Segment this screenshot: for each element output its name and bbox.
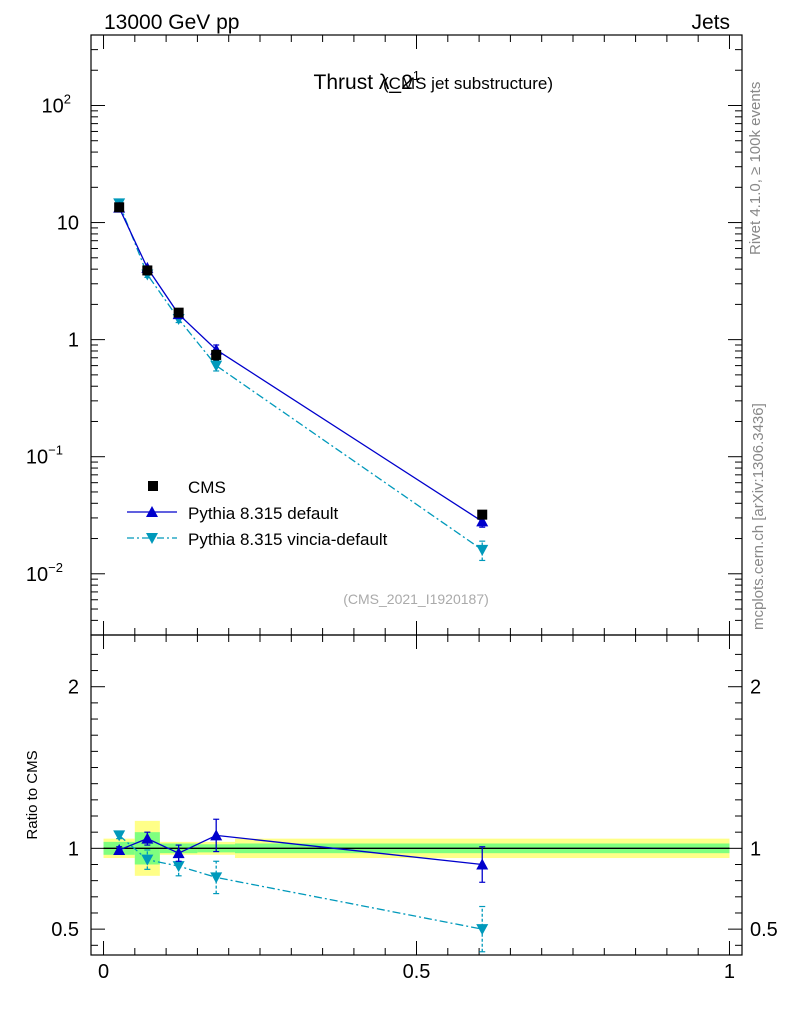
plot-subtitle: (CMS jet substructure) [383, 74, 553, 93]
header-left-label: 13000 GeV pp [104, 11, 239, 34]
ratio-pythia-8-315-vincia-default-point [210, 872, 223, 884]
ratio-x-tick-label: 1 [724, 961, 735, 983]
main-cms-point [211, 349, 222, 360]
rivet-version-label: Rivet 4.1.0, ≥ 100k events [747, 82, 764, 255]
ratio-pythia-8-315-default-point [113, 843, 126, 855]
main-y-tick-label: 102 [42, 91, 71, 117]
legend-entry-pythia-default: Pythia 8.315 default [127, 504, 339, 523]
ratio-pythia-8-315-vincia-default-point [141, 854, 154, 866]
main-cms-point [142, 265, 153, 276]
legend: CMS Pythia 8.315 default Pythia 8.315 vi… [127, 478, 388, 549]
mcplots-label: mcplots.cern.ch [arXiv:1306.3436] [750, 403, 767, 630]
main-pythia-8-315-vincia-default-line [118, 203, 483, 551]
ratio-pythia-8-315-default-point [210, 829, 223, 841]
main-pythia-8-315-default-line [118, 207, 483, 522]
main-pythia-8-315-vincia-default-point [210, 360, 223, 372]
ratio-y-tick-label-right: 1 [750, 838, 761, 860]
ratio-y-tick-label-left: 1 [68, 838, 79, 860]
ratio-pythia-8-315-default-point [476, 858, 489, 870]
ratio-x-tick-label: 0.5 [403, 961, 431, 983]
main-y-tick-label: 10−2 [26, 560, 63, 586]
legend-label-cms: CMS [188, 478, 226, 497]
legend-entry-pythia-vincia: Pythia 8.315 vincia-default [127, 530, 388, 549]
ratio-plot-series [113, 818, 489, 953]
ratio-plot-panel: 0.5 0.51 12 2 0 0.5 1 Ratio to CMS [24, 634, 778, 983]
ratio-x-tick-labels: 0 0.5 1 [98, 961, 735, 983]
ratio-plot-frame [90, 634, 743, 956]
ratio-y-axis-label: Ratio to CMS [24, 750, 41, 839]
main-plot-panel: 10−2 10−1 1 10 102 Thrust λ_21 (CMS jet subs… [26, 34, 743, 636]
legend-marker-cms [148, 481, 158, 491]
legend-marker-pythia-vincia [146, 533, 158, 544]
analysis-id-label: (CMS_2021_I1920187) [343, 591, 489, 607]
main-y-tick-label: 10 [57, 213, 79, 235]
ratio-pythia-8-315-vincia-default-point [476, 924, 489, 936]
ratio-pythia-8-315-default-point [172, 847, 185, 859]
legend-marker-pythia-default [146, 506, 158, 517]
ratio-pythia-8-315-vincia-default-point [113, 830, 126, 842]
ratio-x-tick-label: 0 [98, 961, 109, 983]
legend-entry-cms: CMS [148, 478, 226, 497]
main-cms-point [114, 202, 125, 213]
ratio-pythia-8-315-vincia-default-point [172, 861, 185, 873]
ratio-y-tick-labels: 0.5 0.5 1 1 2 2 [51, 677, 778, 941]
main-y-tick-label: 1 [68, 330, 79, 352]
ratio-y-tick-label-left: 2 [68, 677, 79, 699]
header-right-label: Jets [691, 11, 730, 34]
legend-label-pythia-default: Pythia 8.315 default [188, 504, 339, 523]
main-pythia-8-315-default-point [476, 515, 489, 527]
ratio-y-tick-label-left: 0.5 [51, 919, 79, 941]
ratio-y-tick-label-right: 2 [750, 677, 761, 699]
plot-title: Thrust λ_21 [314, 68, 420, 94]
ratio-axis-ticks [91, 635, 742, 955]
main-y-tick-label: 10−1 [26, 443, 63, 469]
ratio-pythia-8-315-default-point [141, 832, 154, 844]
main-cms-point [173, 307, 184, 318]
main-cms-point [477, 509, 488, 520]
main-pythia-8-315-vincia-default-point [476, 544, 489, 556]
main-plot-series [113, 198, 489, 562]
main-y-tick-labels: 10−2 10−1 1 10 102 [26, 91, 79, 585]
ratio-y-tick-label-right: 0.5 [750, 919, 778, 941]
main-axis-ticks [91, 34, 742, 636]
legend-label-pythia-vincia: Pythia 8.315 vincia-default [188, 530, 388, 549]
